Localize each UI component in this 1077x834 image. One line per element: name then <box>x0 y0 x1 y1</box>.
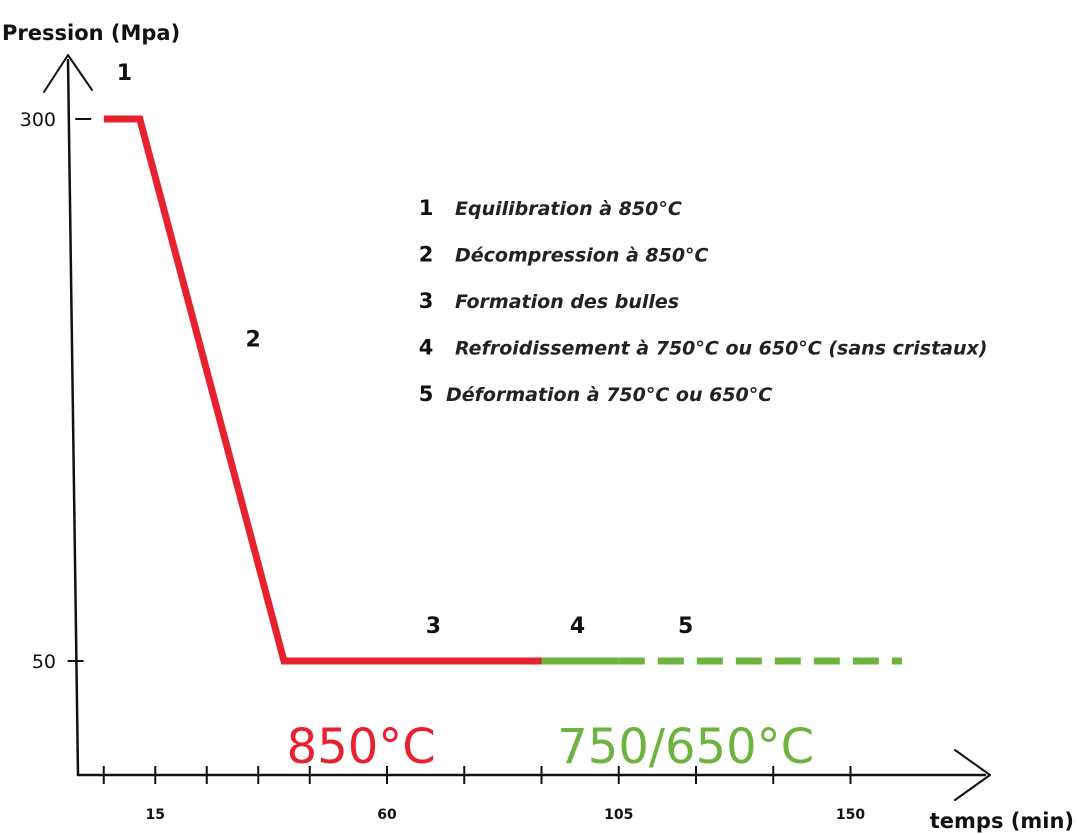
phase-marker-1: 1 <box>117 61 132 86</box>
phase-marker-5: 5 <box>678 614 693 639</box>
legend-number-2: 2 <box>419 243 434 267</box>
x-axis-title: temps (min) <box>930 809 1074 833</box>
legend: 1 Equilibration à 850°C 2 Décompression à 8… <box>419 196 988 406</box>
y-axis-arrowhead <box>43 54 93 93</box>
y-tick-label-300: 300 <box>20 109 56 131</box>
legend-text-4: Refroidissement à 750°C ou 650°C (sans c… <box>455 338 987 360</box>
y-tick-label-50: 50 <box>32 651 56 673</box>
x-tick-label-60: 60 <box>377 807 397 823</box>
y-axis-title: Pression (Mpa) <box>2 21 180 45</box>
x-axis-arrowhead <box>954 749 991 801</box>
phase-marker-2: 2 <box>245 328 260 353</box>
phase-marker-4: 4 <box>570 614 585 639</box>
series-line-1 <box>103 115 542 665</box>
series-layer <box>103 115 902 665</box>
legend-number-3: 3 <box>419 289 434 313</box>
temperature-label-2: 750/650°C <box>557 719 814 775</box>
x-tick-label-150: 150 <box>836 807 865 823</box>
labels-layer: 1 2 3 4 5 850°C 750/650°C <box>117 61 814 775</box>
y-axis-line <box>66 58 80 777</box>
x-tick-label-15: 15 <box>146 807 165 823</box>
legend-text-2: Décompression à 850°C <box>455 245 709 267</box>
legend-text-1: Equilibration à 850°C <box>455 198 682 220</box>
axes-layer <box>43 54 991 801</box>
legend-number-1: 1 <box>419 196 434 220</box>
temperature-label-1: 850°C <box>287 719 436 775</box>
legend-number-4: 4 <box>419 336 434 360</box>
legend-text-5: Déformation à 750°C ou 650°C <box>446 384 772 406</box>
phase-marker-3: 3 <box>426 614 441 639</box>
x-tick-label-105: 105 <box>604 807 633 823</box>
legend-number-5: 5 <box>419 382 434 406</box>
legend-text-3: Formation des bulles <box>455 291 679 313</box>
